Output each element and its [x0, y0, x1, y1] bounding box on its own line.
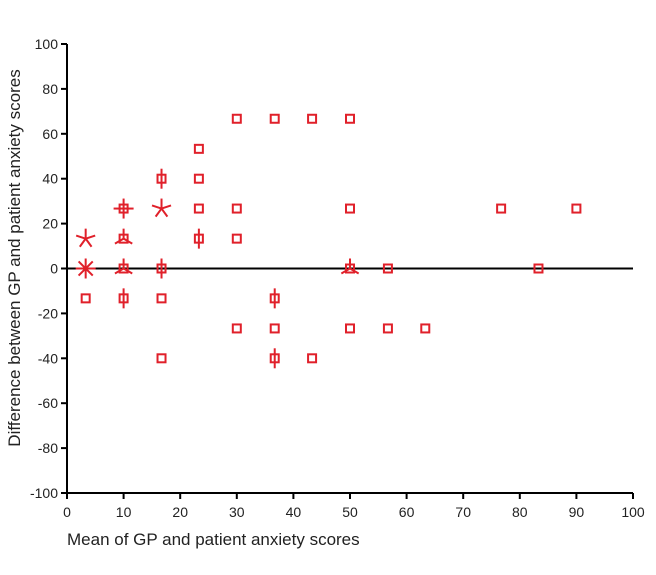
- x-tick-label: 60: [399, 504, 415, 520]
- data-point: [382, 323, 393, 334]
- y-tick-label: 80: [42, 81, 58, 97]
- data-point: [345, 323, 355, 334]
- data-point: [193, 143, 204, 154]
- x-tick-label: 80: [512, 504, 528, 520]
- data-point: [340, 258, 360, 275]
- data-point: [80, 293, 91, 304]
- data-point: [114, 228, 133, 245]
- y-tick-label: 60: [42, 126, 58, 142]
- data-point: [269, 323, 280, 334]
- data-point: [571, 203, 582, 214]
- data-point: [231, 233, 242, 244]
- data-point: [269, 113, 280, 124]
- data-point: [269, 288, 280, 309]
- data-points: [75, 113, 582, 369]
- data-point: [420, 323, 431, 334]
- data-point: [75, 258, 96, 279]
- y-tick-label: -40: [38, 350, 58, 366]
- x-tick-label: 30: [229, 504, 245, 520]
- y-tick-label: 40: [42, 171, 58, 187]
- x-tick-label: 90: [569, 504, 585, 520]
- data-point: [193, 228, 204, 249]
- data-point: [151, 198, 172, 218]
- x-tick-label: 100: [621, 504, 645, 520]
- data-point: [382, 263, 393, 274]
- x-tick-label: 50: [342, 504, 358, 520]
- data-point: [193, 173, 204, 184]
- data-point: [231, 113, 242, 124]
- y-axis-title: Difference between GP and patient anxiet…: [5, 69, 24, 446]
- x-tick-label: 20: [172, 504, 188, 520]
- data-point: [156, 293, 167, 304]
- x-tick-label: 10: [116, 504, 132, 520]
- data-point: [156, 353, 167, 364]
- data-point: [345, 113, 355, 124]
- data-point: [496, 203, 507, 214]
- y-tick-label: 20: [42, 216, 58, 232]
- data-point: [118, 288, 129, 309]
- x-tick-label: 70: [455, 504, 471, 520]
- x-tick-label: 0: [63, 504, 71, 520]
- y-tick-label: 0: [50, 261, 58, 277]
- x-axis-ticks: 0 10 20 30 40 50 60 70 80 90 100: [63, 493, 645, 520]
- y-tick-label: -20: [38, 305, 58, 321]
- x-axis-title: Mean of GP and patient anxiety scores: [67, 530, 360, 549]
- data-point: [193, 203, 204, 214]
- data-point: [156, 258, 167, 279]
- data-point: [231, 323, 242, 334]
- data-point: [156, 168, 167, 189]
- y-tick-label: -60: [38, 395, 58, 411]
- data-point: [533, 263, 544, 274]
- data-point: [114, 258, 133, 275]
- x-tick-label: 40: [286, 504, 302, 520]
- data-point: [269, 348, 280, 369]
- y-tick-label: -100: [30, 485, 58, 501]
- data-point: [307, 113, 318, 124]
- data-point: [75, 228, 96, 248]
- data-point: [307, 353, 318, 364]
- data-point: [231, 203, 242, 214]
- y-tick-label: 100: [35, 36, 59, 52]
- data-point: [113, 198, 134, 219]
- y-tick-label: -80: [38, 440, 58, 456]
- y-axis-ticks: 100 80 60 40 20 0 -20 -40 -60 -80 -100: [30, 36, 67, 501]
- data-point: [345, 203, 355, 214]
